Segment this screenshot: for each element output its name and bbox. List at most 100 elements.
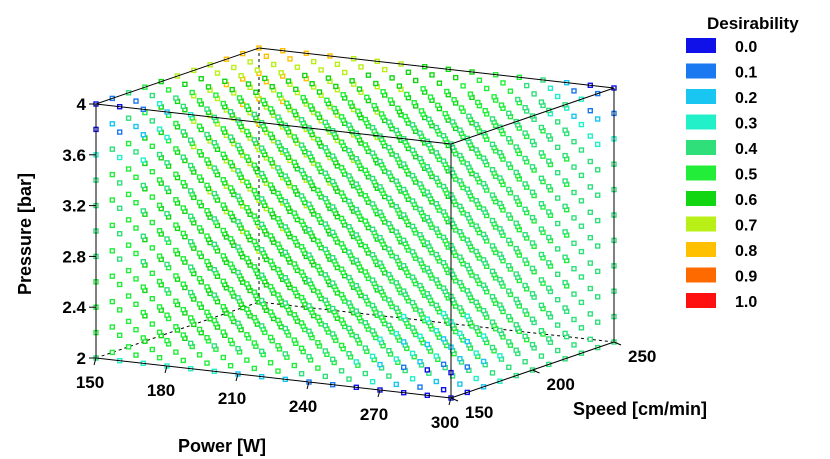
data-point xyxy=(322,221,328,227)
data-point xyxy=(362,243,368,250)
data-point xyxy=(457,305,463,311)
data-point xyxy=(275,266,281,273)
data-point xyxy=(315,162,321,168)
data-point xyxy=(149,118,156,124)
data-point xyxy=(513,195,519,201)
data-point xyxy=(227,286,234,293)
data-point xyxy=(546,336,552,342)
data-point xyxy=(522,308,528,314)
data-point xyxy=(538,150,545,156)
data-point xyxy=(275,317,281,323)
data-point xyxy=(427,94,434,100)
data-point xyxy=(149,321,156,327)
data-point xyxy=(109,171,116,178)
data-point xyxy=(442,110,448,117)
data-point xyxy=(506,186,512,193)
box-edge-top-left xyxy=(95,47,260,105)
data-point xyxy=(236,95,243,101)
data-point xyxy=(473,274,479,280)
data-point xyxy=(529,265,536,272)
data-point xyxy=(125,191,132,198)
data-point xyxy=(587,336,593,342)
data-point xyxy=(220,176,227,183)
data-point xyxy=(362,167,368,174)
data-point xyxy=(245,81,252,87)
data-point xyxy=(198,75,204,82)
data-point xyxy=(330,331,336,337)
data-point xyxy=(315,187,321,194)
data-point xyxy=(244,306,250,312)
data-point xyxy=(433,302,439,308)
data-point xyxy=(259,170,265,177)
data-point xyxy=(587,107,593,114)
data-point xyxy=(522,333,528,339)
data-point xyxy=(506,364,512,370)
data-point xyxy=(316,89,323,95)
data-point xyxy=(497,200,503,207)
data-point xyxy=(109,273,116,279)
x-tick-label: 270 xyxy=(360,405,388,424)
data-point xyxy=(369,201,376,207)
data-point xyxy=(282,300,288,306)
data-point xyxy=(595,167,601,173)
data-point xyxy=(587,234,593,241)
data-point xyxy=(133,301,139,307)
data-point xyxy=(173,349,179,355)
data-point xyxy=(275,215,281,222)
data-point xyxy=(259,348,265,354)
data-point xyxy=(497,251,503,257)
data-point xyxy=(578,299,585,306)
data-point xyxy=(330,178,336,185)
data-point xyxy=(386,170,392,176)
data-point xyxy=(196,199,203,206)
data-point xyxy=(587,311,593,317)
data-point xyxy=(298,218,305,225)
data-point xyxy=(440,209,447,215)
data-point xyxy=(404,91,410,98)
legend-swatch xyxy=(686,89,716,104)
data-point xyxy=(125,115,132,121)
data-point xyxy=(424,367,430,373)
data-point xyxy=(484,85,490,92)
data-point xyxy=(555,93,561,100)
data-point xyxy=(322,272,328,278)
data-point xyxy=(133,327,139,333)
data-point xyxy=(322,373,328,380)
data-point xyxy=(489,166,496,173)
data-point xyxy=(244,357,250,363)
legend-label: 0.9 xyxy=(735,269,757,286)
data-point xyxy=(275,292,281,298)
data-point xyxy=(156,227,163,234)
data-point xyxy=(244,255,250,262)
data-point xyxy=(417,181,423,187)
data-point xyxy=(355,108,361,114)
data-point xyxy=(227,108,234,115)
data-point xyxy=(529,214,536,221)
data-point xyxy=(356,86,363,92)
data-point xyxy=(164,312,170,318)
data-point xyxy=(271,61,277,68)
data-point xyxy=(287,56,293,62)
data-point xyxy=(149,194,156,200)
data-point xyxy=(306,201,312,207)
data-point xyxy=(464,211,470,218)
data-point xyxy=(506,110,512,117)
data-point xyxy=(531,91,537,97)
plot-box-front-edges xyxy=(95,47,615,399)
data-point xyxy=(235,218,241,225)
data-point xyxy=(227,363,234,369)
data-point xyxy=(506,161,512,167)
legend-label: 0.6 xyxy=(735,192,757,209)
data-point xyxy=(338,114,345,120)
data-point xyxy=(401,237,407,244)
data-point xyxy=(562,305,568,311)
data-point xyxy=(222,78,228,85)
data-point xyxy=(346,300,352,306)
data-point xyxy=(386,220,392,227)
data-point xyxy=(330,356,336,362)
data-point xyxy=(529,291,536,297)
data-point xyxy=(349,78,355,84)
data-point xyxy=(315,111,321,117)
z-tick-label: 3.6 xyxy=(62,146,86,165)
data-point xyxy=(196,352,203,358)
